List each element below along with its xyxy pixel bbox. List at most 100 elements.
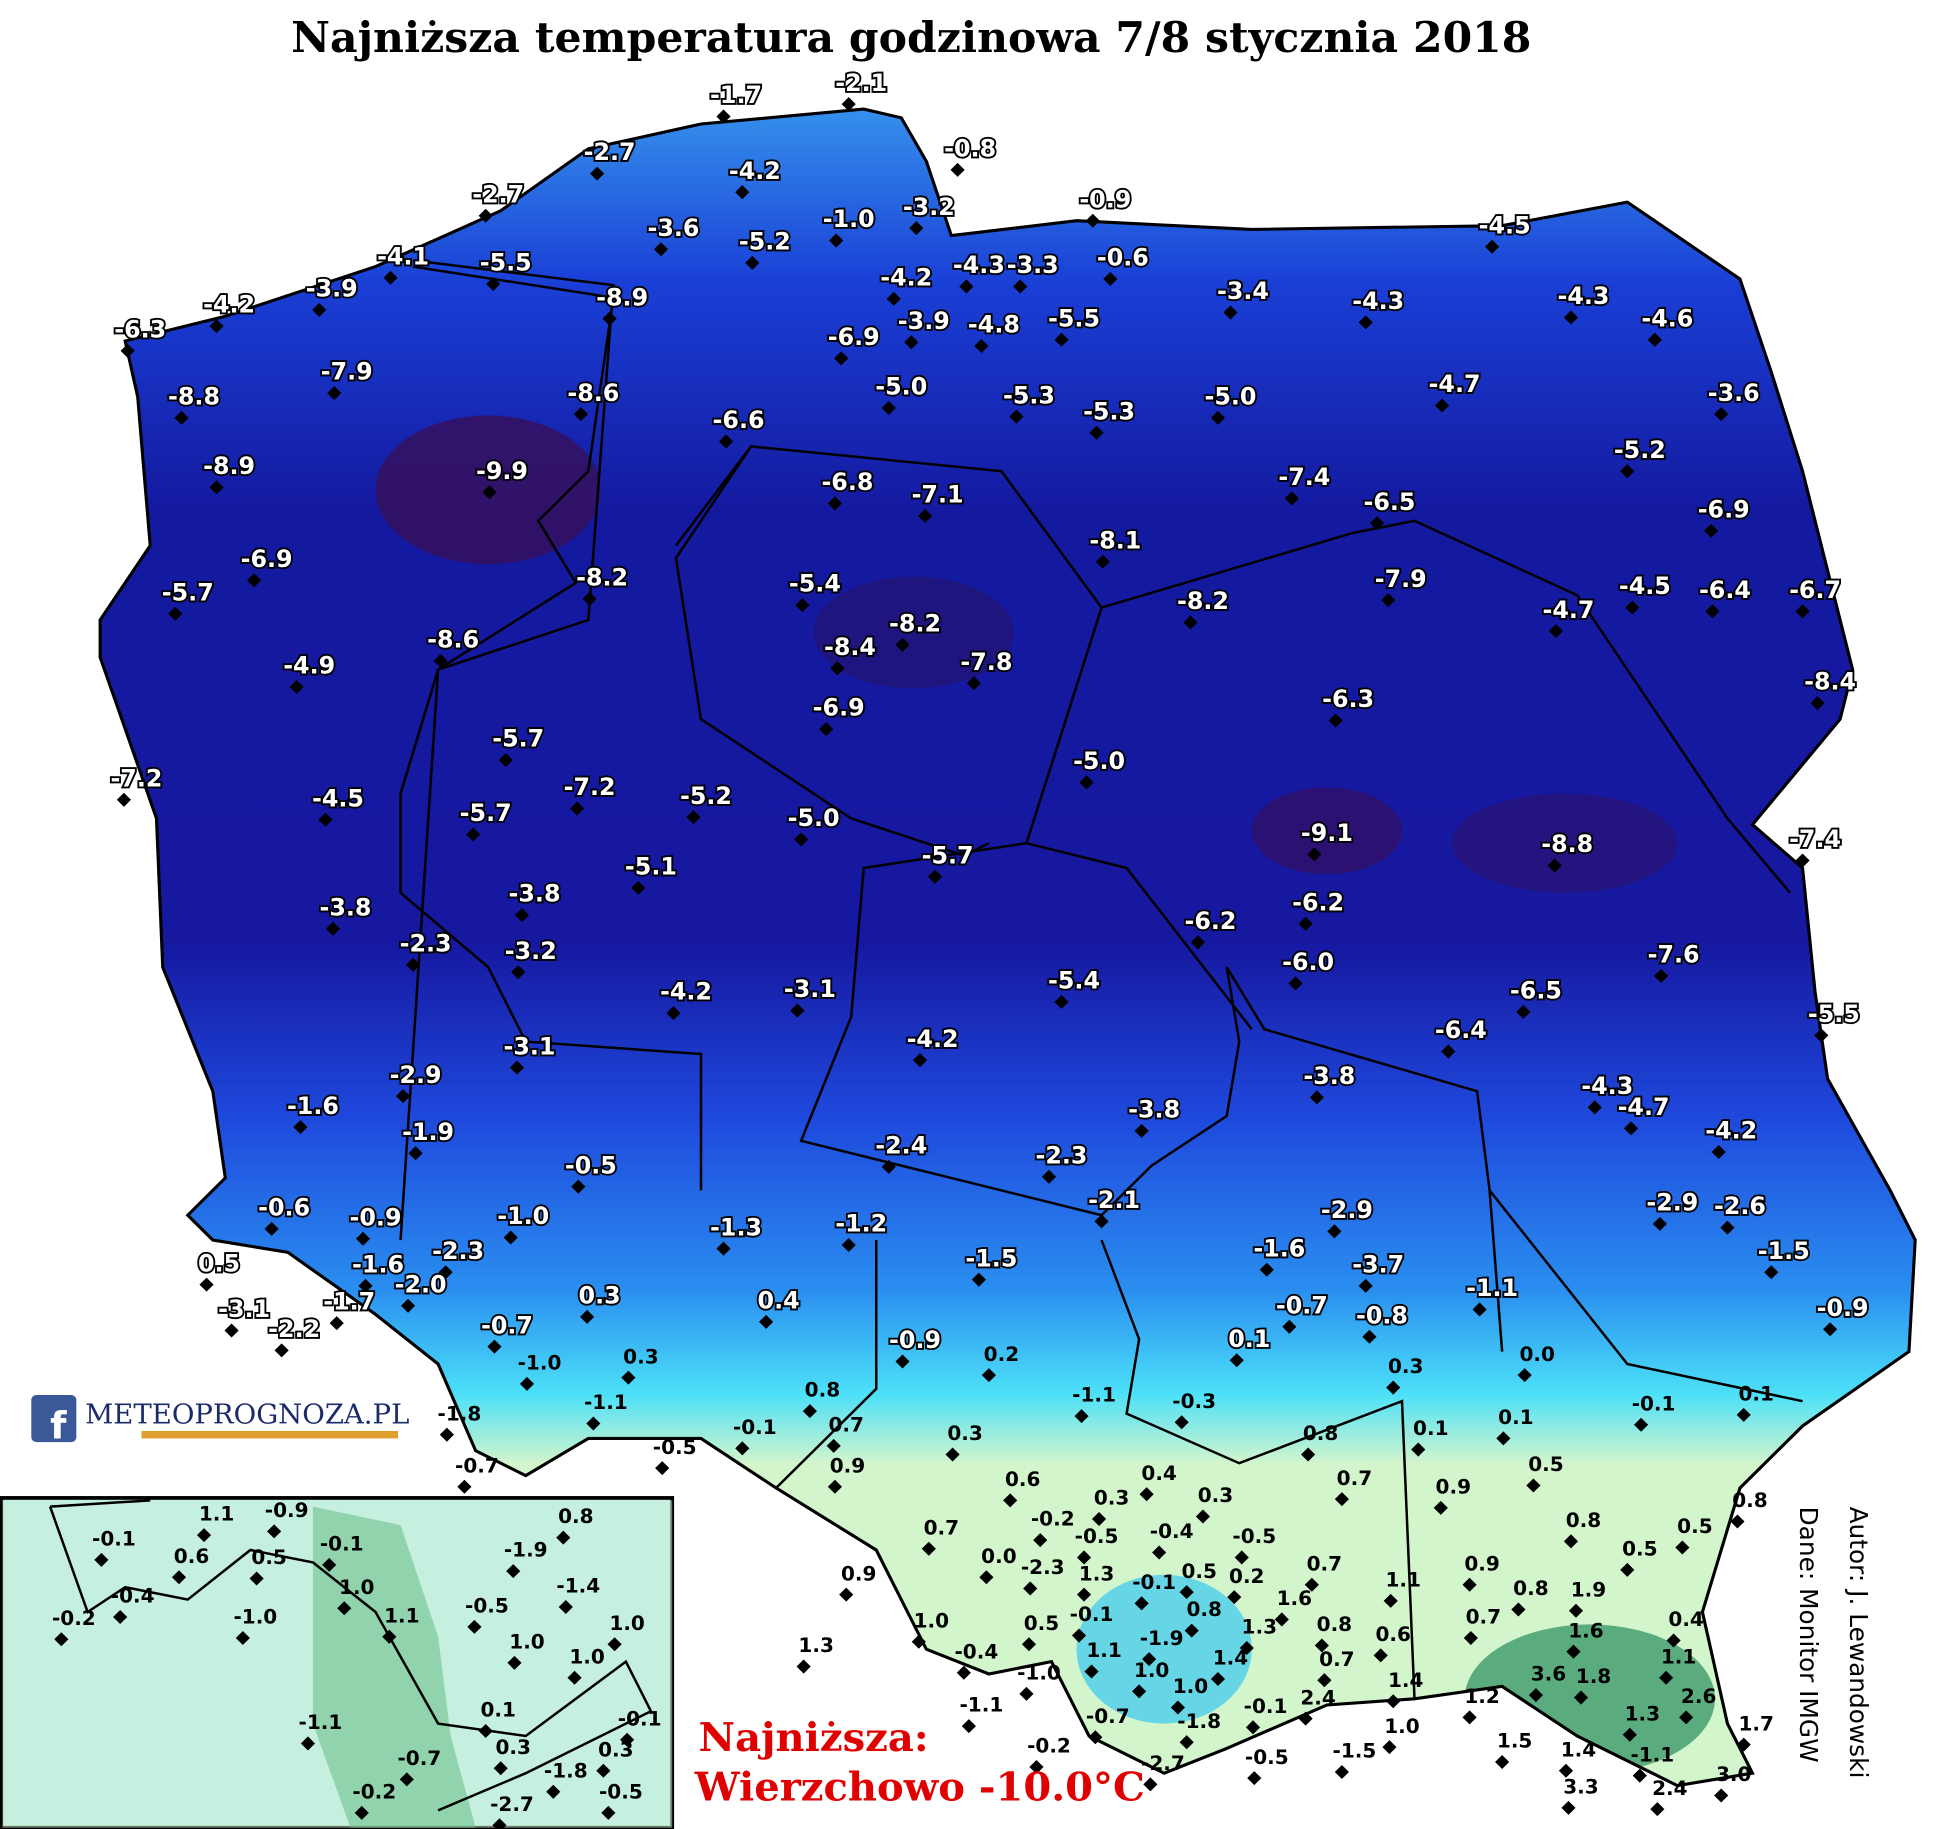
station-temperature: -4.7 xyxy=(1542,596,1594,624)
station-marker xyxy=(745,255,760,270)
station-marker xyxy=(829,233,844,248)
station-temperature: 0.7 xyxy=(1307,1552,1342,1575)
station-marker xyxy=(1558,1763,1574,1778)
station-temperature: -8.1 xyxy=(1089,526,1141,554)
station-temperature: -5.3 xyxy=(1083,397,1135,425)
station-temperature: -2.4 xyxy=(875,1132,927,1160)
station-temperature: 1.8 xyxy=(1576,1665,1611,1688)
station-marker xyxy=(1495,1755,1510,1770)
station-temperature: -4.2 xyxy=(1705,1117,1757,1145)
station-marker xyxy=(358,1278,373,1293)
station-temperature: 0.9 xyxy=(1436,1476,1471,1499)
station-marker xyxy=(881,400,896,415)
station-temperature: -1.8 xyxy=(1177,1710,1221,1733)
station-marker xyxy=(912,1053,928,1068)
stations: -1.7 -2.1 -0.8 -2.7 -4.2 -2.7 -3.2 -0.9 -1.0 -3.6… xyxy=(109,67,1870,1817)
station-temperature: -2.9 xyxy=(390,1061,442,1089)
station-temperature: 0.6 xyxy=(1375,1623,1410,1646)
station-temperature: 0.3 xyxy=(1094,1487,1129,1510)
station-temperature: -8.6 xyxy=(567,379,619,407)
station-marker xyxy=(590,166,605,181)
region-borders xyxy=(399,265,1803,1699)
station-marker xyxy=(1764,1265,1779,1280)
station-marker xyxy=(959,279,974,294)
station-temperature: -4.2 xyxy=(729,157,781,185)
station-marker xyxy=(264,1221,279,1236)
station-temperature: -5.7 xyxy=(162,579,214,607)
station-marker xyxy=(1298,916,1313,931)
station-temperature: -0.7 xyxy=(1276,1292,1328,1320)
station-marker xyxy=(950,162,965,177)
station-marker xyxy=(1358,1278,1373,1293)
station-marker xyxy=(209,319,224,334)
facebook-f: f xyxy=(50,1404,67,1448)
station-marker xyxy=(1625,600,1640,615)
station-marker xyxy=(582,591,597,606)
station-temperature: -0.1 xyxy=(320,1533,364,1556)
station-temperature: -6.8 xyxy=(821,468,873,496)
station-marker xyxy=(274,1343,289,1358)
station-temperature: 0.5 xyxy=(251,1546,286,1569)
station-marker xyxy=(1434,398,1450,413)
station-temperature: 0.4 xyxy=(758,1287,800,1315)
station-temperature: 1.4 xyxy=(1213,1647,1248,1670)
station-temperature: -1.3 xyxy=(710,1213,762,1241)
station-temperature: -1.0 xyxy=(233,1606,277,1629)
station-temperature: -3.4 xyxy=(1217,277,1269,305)
station-temperature: 0.1 xyxy=(1228,1325,1270,1353)
station-temperature: -9.9 xyxy=(476,457,528,485)
station-marker xyxy=(478,208,493,223)
station-temperature: -7.9 xyxy=(1375,565,1427,593)
station-temperature: 0.8 xyxy=(1186,1598,1221,1621)
station-temperature: -4.5 xyxy=(1619,572,1671,600)
station-temperature: -6.0 xyxy=(1282,948,1334,976)
station-marker xyxy=(716,1241,731,1256)
station-temperature: 0.6 xyxy=(174,1545,209,1568)
cold-core xyxy=(1452,793,1678,893)
station-temperature: -3.8 xyxy=(1303,1062,1355,1090)
station-marker xyxy=(1143,1777,1158,1792)
station-temperature: 0.8 xyxy=(1513,1577,1548,1600)
station-temperature: 0.1 xyxy=(1413,1417,1448,1440)
station-marker xyxy=(1620,464,1635,479)
station-temperature: -0.7 xyxy=(455,1454,499,1477)
station-marker xyxy=(839,1587,854,1602)
station-temperature: -5.3 xyxy=(1003,381,1055,409)
station-temperature: -0.5 xyxy=(599,1781,643,1804)
station-marker xyxy=(493,1761,508,1776)
station-marker xyxy=(1622,1727,1637,1742)
station-temperature: -1.1 xyxy=(1072,1384,1116,1407)
station-temperature: -0.9 xyxy=(265,1499,309,1522)
station-temperature: -0.3 xyxy=(1172,1390,1216,1413)
station-temperature: -7.1 xyxy=(912,481,964,509)
station-temperature: -1.5 xyxy=(1758,1237,1810,1265)
station-marker xyxy=(1652,1216,1667,1231)
station-temperature: -3.8 xyxy=(1128,1096,1180,1124)
station-temperature: 1.4 xyxy=(1388,1669,1423,1692)
station-temperature: -5.1 xyxy=(625,853,677,881)
station-temperature: -8.2 xyxy=(1177,587,1229,615)
station-marker xyxy=(247,573,262,588)
station-temperature: -2.3 xyxy=(1036,1141,1088,1169)
station-temperature: -5.4 xyxy=(1048,967,1100,995)
station-temperature: -1.8 xyxy=(438,1402,482,1425)
station-temperature: -4.3 xyxy=(1558,282,1610,310)
station-marker xyxy=(1462,1710,1477,1725)
station-temperature: -0.5 xyxy=(1245,1746,1289,1769)
station-marker xyxy=(819,722,834,737)
station-temperature: -6.9 xyxy=(1698,495,1750,523)
station-marker xyxy=(1079,775,1094,790)
station-temperature: -6.4 xyxy=(1435,1016,1487,1044)
station-temperature: 0.5 xyxy=(1528,1453,1563,1476)
station-temperature: -0.5 xyxy=(1232,1525,1276,1548)
station-temperature: -2.9 xyxy=(1321,1196,1373,1224)
station-temperature: 0.5 xyxy=(1024,1612,1059,1635)
station-temperature: -3.1 xyxy=(218,1295,270,1323)
station-temperature: -1.7 xyxy=(710,81,762,109)
station-temperature: 1.6 xyxy=(1277,1587,1312,1610)
station-temperature: 1.4 xyxy=(1561,1738,1596,1761)
station-temperature: -1.9 xyxy=(504,1539,548,1562)
station-temperature: -4.3 xyxy=(1581,1072,1633,1100)
station-temperature: 0.9 xyxy=(830,1454,865,1477)
station-marker xyxy=(881,1159,896,1174)
